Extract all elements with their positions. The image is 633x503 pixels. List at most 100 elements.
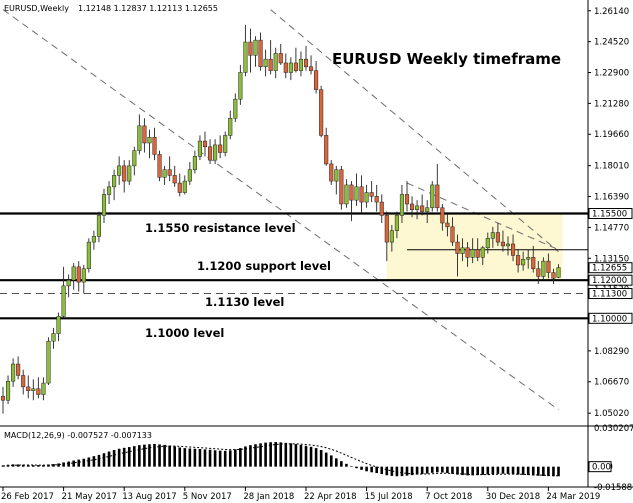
candle-body xyxy=(238,72,243,100)
level-1-label: 1.15500 xyxy=(592,210,627,220)
macd-bar xyxy=(542,466,545,477)
macd-bar xyxy=(329,455,333,467)
symbol-label: EURUSD,Weekly xyxy=(4,4,69,13)
candle-body xyxy=(41,382,46,395)
macd-bar xyxy=(234,449,237,467)
macd-bar xyxy=(537,466,540,476)
macd-bar xyxy=(249,445,252,467)
candle-body xyxy=(324,135,329,165)
macd-bar xyxy=(112,450,116,467)
candle-body xyxy=(435,184,440,209)
macd-bar xyxy=(375,466,378,474)
macd-bar xyxy=(547,466,550,477)
macd-bar xyxy=(350,466,353,467)
candle-body xyxy=(177,182,182,193)
candle-body xyxy=(465,247,470,258)
macd-bar xyxy=(420,466,424,475)
candle-body xyxy=(475,249,480,258)
candle-body xyxy=(258,39,263,68)
candle-body xyxy=(440,207,445,224)
candle-body xyxy=(162,169,167,178)
level-2-box xyxy=(588,274,633,286)
macd-bar xyxy=(466,466,469,476)
price-tick-label: 1.18010 xyxy=(594,162,629,172)
candle-body xyxy=(384,215,389,243)
macd-bar xyxy=(239,448,242,467)
candle-body xyxy=(278,53,283,64)
macd-bar xyxy=(309,446,313,467)
macd-bar xyxy=(208,449,212,467)
macd-tick-label: -0.015887 xyxy=(594,483,633,493)
macd-bar xyxy=(213,450,217,467)
macd-bar xyxy=(380,466,384,475)
macd-bar xyxy=(299,444,303,467)
candle-body xyxy=(298,58,303,71)
candle-body xyxy=(526,257,531,260)
macd-bar xyxy=(11,464,15,467)
macd-bar xyxy=(531,466,535,476)
levels-layer xyxy=(0,212,588,320)
macd-bar xyxy=(127,447,131,467)
level-3-box xyxy=(588,288,633,300)
trendline-2 xyxy=(270,9,559,252)
macd-bar xyxy=(254,444,257,467)
candle-body xyxy=(76,266,81,283)
candle-body xyxy=(369,192,374,197)
candle-body xyxy=(56,316,61,334)
ohlc-label: 1.12148 1.12837 1.12113 1.12655 xyxy=(78,4,218,13)
macd-bar xyxy=(436,466,439,473)
macd-bar xyxy=(259,443,262,467)
macd-bar xyxy=(526,466,530,476)
last-price-box xyxy=(588,262,633,274)
candle-body xyxy=(379,201,384,216)
macd-bar xyxy=(52,464,55,467)
level-1000-annotation: 1.1000 level xyxy=(145,326,224,340)
candle-body xyxy=(495,232,500,243)
level-1-box xyxy=(588,208,633,219)
candle-body xyxy=(460,247,465,254)
candle-body xyxy=(364,192,369,203)
price-tick-label: 1.16390 xyxy=(594,193,629,203)
price-tick-label: 1.21280 xyxy=(594,99,629,109)
macd-bar xyxy=(193,448,197,467)
candle-body xyxy=(167,169,172,176)
macd-bar xyxy=(183,448,187,467)
candle-body xyxy=(399,194,404,216)
macd-bar xyxy=(269,442,272,467)
candle-body xyxy=(410,203,415,210)
candle-body xyxy=(213,144,218,161)
macd-bar xyxy=(451,466,454,474)
macd-bar xyxy=(279,442,283,467)
price-tick-label: 1.22900 xyxy=(594,69,629,79)
macd-bar xyxy=(385,466,389,476)
macd-bar xyxy=(314,448,318,467)
macd-bar xyxy=(370,466,373,473)
trendline-1 xyxy=(2,9,559,411)
candle-body xyxy=(6,380,11,401)
candle-body xyxy=(288,62,293,73)
macd-bar xyxy=(355,466,358,469)
candle-body xyxy=(152,137,157,155)
macd-bar xyxy=(228,450,232,467)
candle-body xyxy=(415,205,420,210)
candle-body xyxy=(157,154,162,178)
candle-body xyxy=(485,238,490,249)
time-tick-label: 24 Mar 2019 xyxy=(546,492,600,502)
macd-bar xyxy=(410,466,414,476)
macd-zero-box xyxy=(588,461,612,473)
macd-bar xyxy=(82,458,86,467)
candle-body xyxy=(500,241,505,247)
candle-body xyxy=(556,267,561,278)
macd-bar xyxy=(148,444,151,467)
macd-bar xyxy=(198,449,202,467)
candle-body xyxy=(21,375,26,388)
macd-bar xyxy=(37,465,40,467)
candle-body xyxy=(16,363,21,376)
candle-body xyxy=(319,89,324,136)
macd-bar xyxy=(223,450,227,467)
macd-bar xyxy=(188,448,192,467)
time-tick-label: 30 Dec 2018 xyxy=(486,492,540,502)
candle-body xyxy=(394,215,399,231)
macd-bar xyxy=(284,442,288,467)
